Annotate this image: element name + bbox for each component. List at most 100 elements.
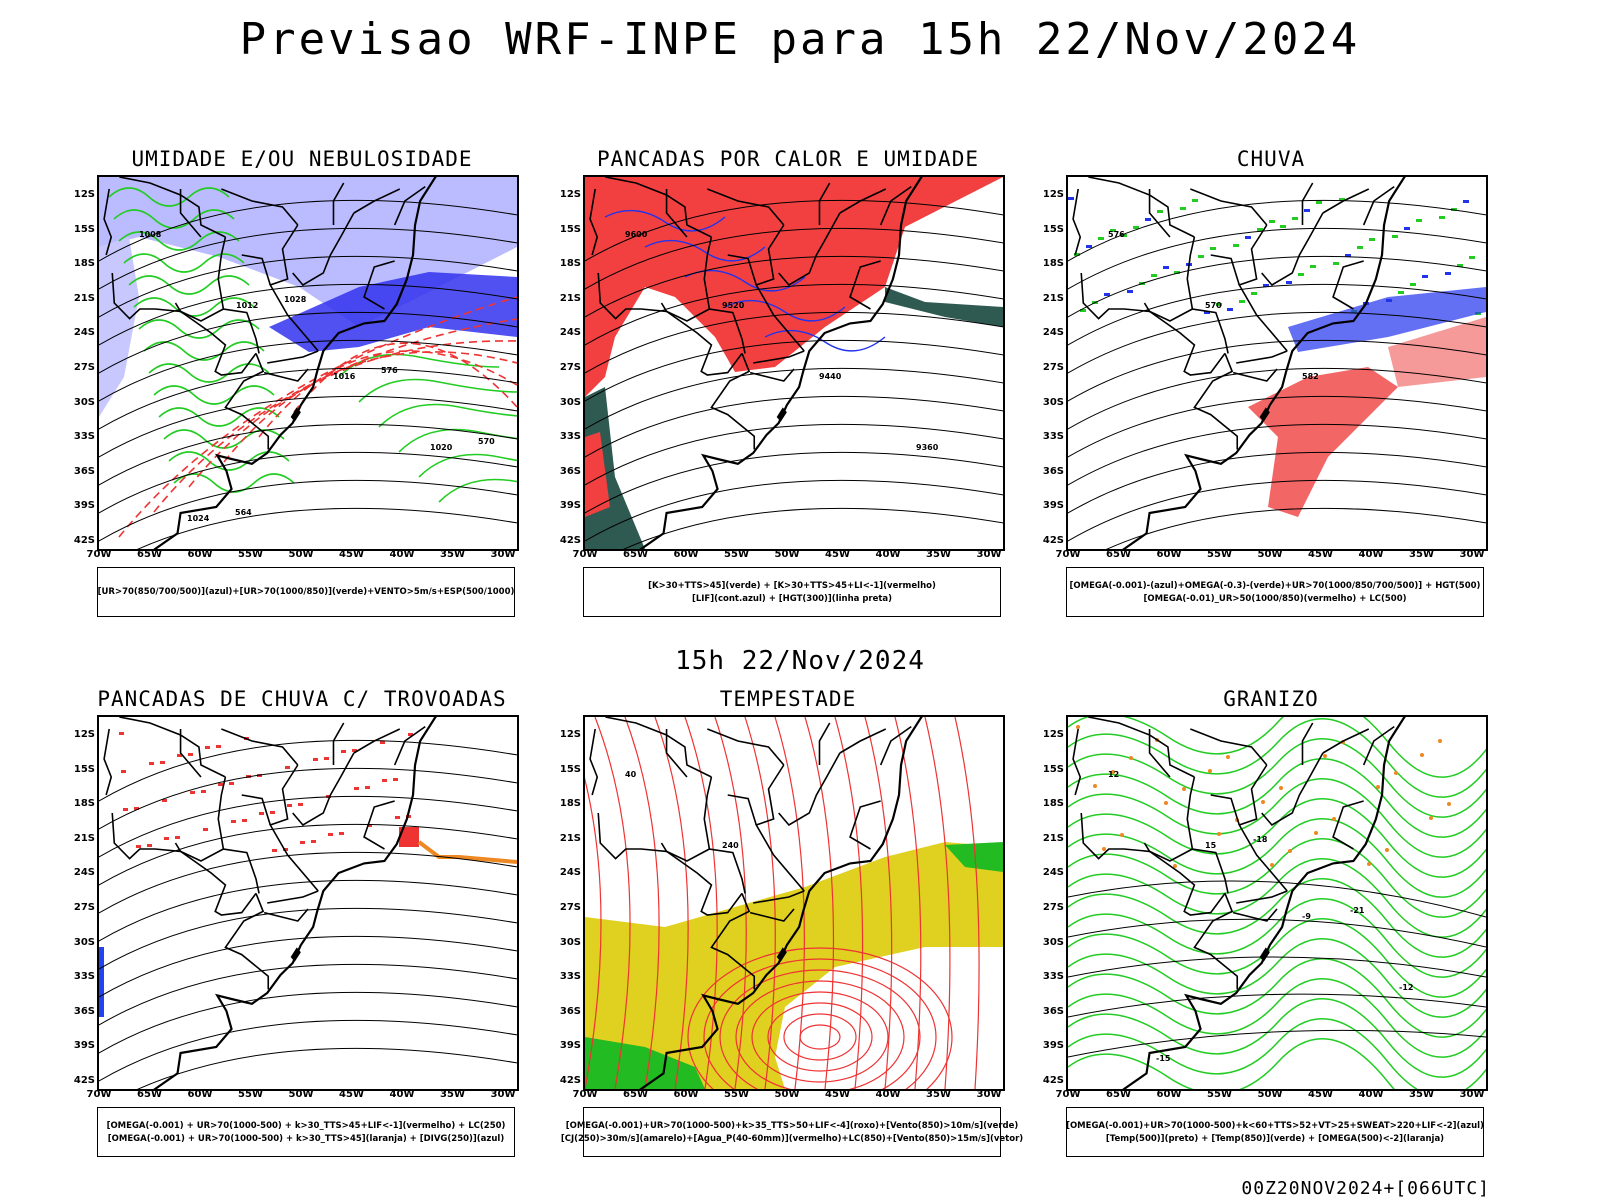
- lon-tick-label: 45W: [1308, 1089, 1333, 1100]
- lat-tick-label: 42S: [559, 535, 581, 546]
- lon-tick-label: 30W: [976, 1089, 1002, 1100]
- panel-tempestade: TEMPESTADE 40 240 12S 15S 18S 21S 24S 27S 30S 33S 3…: [538, 687, 1038, 1187]
- lon-tick-label: 30W: [490, 1089, 516, 1100]
- lat-tick-label: 24S: [559, 867, 581, 879]
- panel-chuva: CHUVA 576 570 582 12S 15S 18S 21S 24S 27S 30S 33S 36…: [1021, 147, 1521, 647]
- panel-granizo: GRANIZO 12 15 -9 -12 -15 -18 -21 12S 15S 18S 21S 24S…: [1021, 687, 1521, 1187]
- lon-tick-label: 70W: [86, 1089, 112, 1100]
- map-area: 1008 1012 1016 1020 1024 1028 576 570 564: [97, 175, 519, 551]
- lat-tick-label: 33S: [73, 971, 95, 983]
- contour-label: 9520: [722, 301, 745, 310]
- lat-tick-label: 30S: [559, 936, 581, 948]
- lat-tick-label: 27S: [559, 362, 581, 373]
- map-area: 576 570 582: [1066, 175, 1488, 551]
- panel-legend: [K>30+TTS>45](verde) + [K>30+TTS>45+LI<-…: [583, 567, 1001, 617]
- lat-tick-label: 30S: [73, 936, 95, 948]
- lon-tick-label: 55W: [1207, 549, 1232, 560]
- lon-tick-label: 45W: [825, 1089, 850, 1100]
- lat-tick-label: 24S: [73, 327, 95, 339]
- panel-legend: [UR>70(850/700/500)](azul)+[UR>70(1000/8…: [97, 567, 515, 617]
- forecast-time-label: 15h 22/Nov/2024: [675, 646, 925, 676]
- panel-legend: [OMEGA(-0.001) + UR>70(1000-500) + k>30_…: [97, 1107, 515, 1157]
- lat-tick-label: 24S: [1042, 327, 1064, 339]
- run-footer: 00Z20NOV2024+[066UTC]: [1241, 1178, 1490, 1199]
- lat-tick-label: 15S: [1042, 763, 1064, 775]
- lat-tick-label: 18S: [1042, 798, 1064, 810]
- panel-title: TEMPESTADE: [719, 687, 857, 711]
- lon-tick-label: 60W: [673, 549, 699, 560]
- lat-tick-label: 12S: [1042, 189, 1064, 200]
- lat-tick-label: 30S: [1042, 396, 1064, 408]
- legend-line: [Temp(500)](preto) + [Temp(850)](verde) …: [1105, 1133, 1445, 1144]
- lat-tick-label: 33S: [559, 971, 581, 983]
- contour-label: 564: [235, 508, 252, 517]
- contour-label: 9440: [819, 372, 842, 381]
- lon-tick-label: 40W: [1358, 549, 1384, 560]
- contour-label: 1024: [187, 514, 210, 523]
- lat-tick-label: 27S: [559, 902, 581, 913]
- lat-tick-label: 27S: [1042, 902, 1064, 913]
- lat-tick-label: 39S: [73, 1040, 95, 1052]
- lat-tick-label: 42S: [1042, 1075, 1064, 1086]
- lon-tick-label: 35W: [1409, 1089, 1434, 1100]
- contour-label: -18: [1253, 835, 1268, 844]
- lat-tick-label: 21S: [1042, 832, 1064, 844]
- map-area: 12 15 -9 -12 -15 -18 -21: [1066, 715, 1488, 1091]
- lat-tick-label: 36S: [559, 1005, 581, 1017]
- lon-tick-label: 50W: [774, 549, 800, 560]
- map-area: 9600 9520 9440 9360: [583, 175, 1005, 551]
- lon-tick-label: 60W: [187, 1089, 213, 1100]
- lon-tick-label: 60W: [187, 549, 213, 560]
- panel-pancadas-trovoadas: PANCADAS DE CHUVA C/ TROVOADAS 12S 15S 18S 2…: [52, 687, 552, 1187]
- lat-tick-label: 39S: [1042, 1040, 1064, 1052]
- contour-label: 1028: [284, 295, 307, 304]
- map-svg: 12 15 -9 -12 -15 -18 -21: [1068, 717, 1486, 1089]
- lat-tick-label: 33S: [73, 431, 95, 443]
- lon-tick-label: 65W: [623, 1089, 648, 1100]
- lat-tick-label: 21S: [1042, 292, 1064, 304]
- lon-tick-label: 55W: [238, 549, 263, 560]
- contour-label: 240: [722, 841, 739, 850]
- lon-tick-label: 70W: [572, 549, 598, 560]
- lon-tick-label: 40W: [389, 1089, 415, 1100]
- lat-tick-label: 36S: [73, 1005, 95, 1017]
- lon-tick-label: 50W: [774, 1089, 800, 1100]
- lat-tick-label: 42S: [559, 1075, 581, 1086]
- lat-tick-label: 42S: [73, 535, 95, 546]
- lon-tick-label: 60W: [1156, 1089, 1182, 1100]
- lat-tick-label: 30S: [73, 396, 95, 408]
- contour-label: -15: [1156, 1054, 1171, 1063]
- map-svg: 1008 1012 1016 1020 1024 1028 576 570 564: [99, 177, 517, 549]
- lon-tick-label: 55W: [724, 549, 749, 560]
- lat-tick-label: 15S: [559, 223, 581, 235]
- map-area: 40 240: [583, 715, 1005, 1091]
- lon-tick-label: 50W: [288, 549, 314, 560]
- panel-title: CHUVA: [1236, 147, 1306, 171]
- lon-tick-label: 55W: [1207, 1089, 1232, 1100]
- lat-tick-label: 36S: [73, 465, 95, 477]
- lon-tick-label: 30W: [976, 549, 1002, 560]
- contour-label: 1008: [139, 230, 162, 239]
- lat-tick-label: 33S: [1042, 971, 1064, 983]
- lon-tick-label: 35W: [440, 549, 465, 560]
- lon-tick-label: 70W: [572, 1089, 598, 1100]
- lon-tick-label: 45W: [1308, 549, 1333, 560]
- lat-tick-label: 24S: [1042, 867, 1064, 879]
- lat-tick-label: 27S: [73, 902, 95, 913]
- lat-tick-label: 36S: [1042, 465, 1064, 477]
- contour-label: 1020: [430, 443, 453, 452]
- lon-tick-label: 40W: [1358, 1089, 1384, 1100]
- main-title: Previsao WRF-INPE para 15h 22/Nov/2024: [239, 14, 1361, 65]
- lon-tick-label: 70W: [1055, 549, 1081, 560]
- lat-tick-label: 27S: [73, 362, 95, 373]
- panel-legend: [OMEGA(-0.001)-(azul)+OMEGA(-0.3)-(verde…: [1066, 567, 1484, 617]
- map-svg: 40 240: [585, 717, 1003, 1089]
- lat-tick-label: 39S: [559, 500, 581, 512]
- contour-label: 576: [381, 366, 398, 375]
- contour-label: 1012: [236, 301, 258, 310]
- contour-label: 570: [1205, 301, 1222, 310]
- lon-tick-label: 40W: [875, 549, 901, 560]
- contour-label: 9360: [916, 443, 939, 452]
- lon-tick-label: 45W: [825, 549, 850, 560]
- lat-tick-label: 12S: [559, 189, 581, 200]
